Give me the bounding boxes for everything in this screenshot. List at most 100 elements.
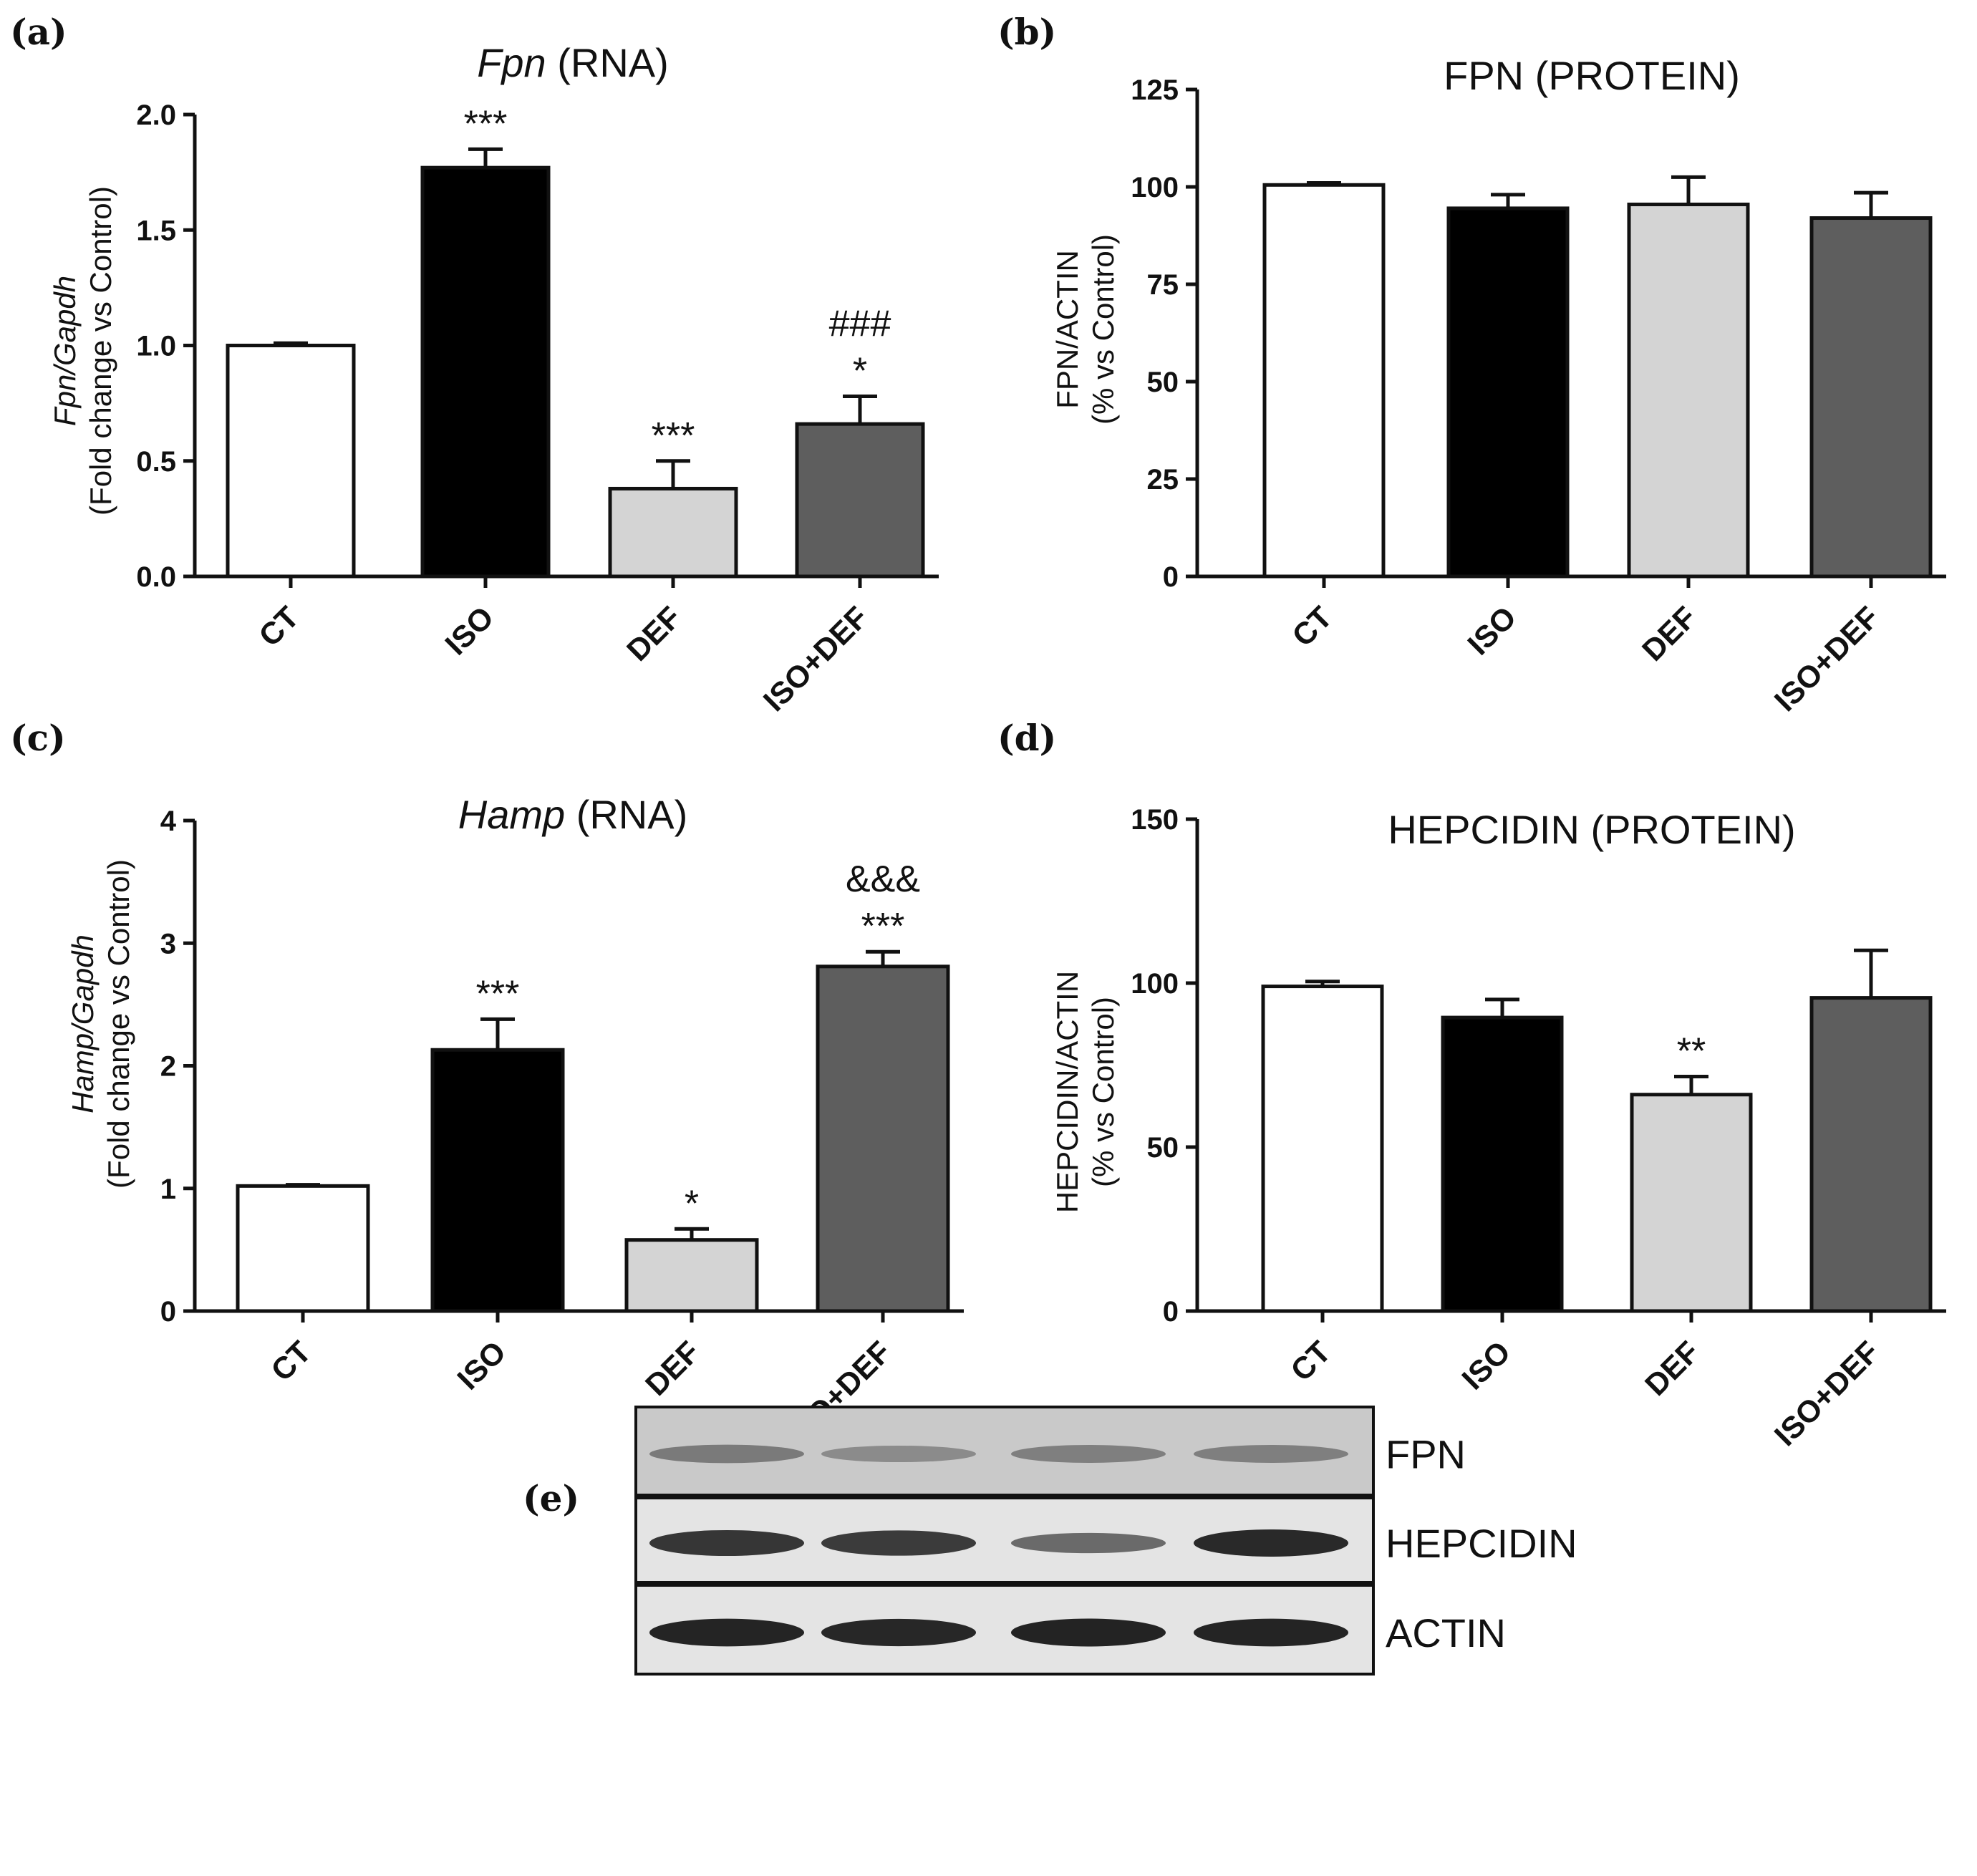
panel-a-letter: (a) bbox=[10, 11, 67, 53]
y-tick-label: 100 bbox=[1131, 172, 1179, 203]
blot-row-label: HEPCIDIN bbox=[1386, 1521, 1577, 1566]
panel-b-letter: (b) bbox=[997, 11, 1056, 53]
category-label: DEF bbox=[620, 600, 688, 668]
panel-d-ylabel-line2: (% vs Control) bbox=[1086, 997, 1120, 1187]
y-tick-label: 0.0 bbox=[136, 561, 176, 593]
category-label: ISO+DEF bbox=[1768, 600, 1886, 718]
category-label: DEF bbox=[1638, 1335, 1706, 1403]
y-tick-label: 0 bbox=[160, 1296, 176, 1328]
blot-band bbox=[649, 1529, 804, 1557]
panel-b-title: FPN (PROTEIN) bbox=[1444, 53, 1740, 98]
y-tick-label: 50 bbox=[1147, 367, 1179, 398]
y-tick-label: 100 bbox=[1131, 968, 1179, 1000]
bar-ct bbox=[226, 344, 356, 579]
y-tick-label: 1.0 bbox=[136, 331, 176, 362]
panel-c-ylabel-line1: Hamp/Gapdh bbox=[66, 934, 100, 1113]
significance-label: ** bbox=[1677, 1031, 1706, 1073]
bar-iso-def bbox=[1809, 216, 1933, 579]
significance-label: * bbox=[685, 1183, 699, 1224]
category-label: ISO+DEF bbox=[1768, 1335, 1886, 1453]
category-label: ISO bbox=[1456, 1335, 1517, 1396]
y-tick-label: 3 bbox=[160, 928, 176, 959]
blot-row-label: ACTIN bbox=[1386, 1610, 1506, 1655]
blot-band bbox=[821, 1530, 976, 1556]
panel-d-letter: (d) bbox=[997, 717, 1056, 759]
blot-band bbox=[821, 1618, 976, 1647]
category-label: CT bbox=[1285, 1335, 1338, 1388]
bar-def bbox=[1627, 202, 1750, 579]
bar-ct bbox=[1261, 985, 1384, 1313]
panel-a-title-italic: Fpn bbox=[477, 40, 546, 85]
bar-iso bbox=[1441, 1015, 1564, 1313]
blot-band bbox=[821, 1445, 976, 1463]
bar-ct bbox=[236, 1184, 370, 1313]
panel-d-ylabel-line1: HEPCIDIN/ACTIN bbox=[1050, 971, 1084, 1213]
y-tick-label: 0 bbox=[1163, 1296, 1179, 1328]
category-label: CT bbox=[1286, 600, 1339, 653]
bar-iso-def bbox=[816, 964, 950, 1313]
bar-iso bbox=[420, 165, 551, 579]
panel-a-ylabel-line1: Fpn/Gapdh bbox=[48, 276, 82, 426]
y-tick-label: 75 bbox=[1147, 269, 1179, 301]
y-tick-label: 150 bbox=[1131, 804, 1179, 836]
significance-label: *** bbox=[861, 906, 905, 947]
y-tick-label: 1.5 bbox=[136, 215, 176, 246]
category-label: ISO+DEF bbox=[757, 600, 875, 718]
blot-band bbox=[1194, 1445, 1348, 1463]
panel-b-chart: (b) FPN (PROTEIN) FPN/ACTIN (% vs Contro… bbox=[997, 11, 1946, 718]
y-tick-label: 1 bbox=[160, 1174, 176, 1205]
panel-a-ylabel-line2: (Fold change vs Control) bbox=[84, 186, 117, 516]
y-tick-label: 2.0 bbox=[136, 100, 176, 131]
category-label: CT bbox=[253, 600, 306, 653]
panel-c-ylabel-italic: Hamp/Gapdh bbox=[66, 934, 100, 1113]
blot-band bbox=[1194, 1529, 1348, 1557]
category-label: ISO bbox=[451, 1335, 513, 1396]
significance-label: *** bbox=[476, 973, 520, 1015]
significance-label: &&& bbox=[846, 859, 920, 900]
panel-c-title-italic: Hamp bbox=[458, 792, 565, 837]
bar-def bbox=[608, 486, 738, 579]
category-label: DEF bbox=[639, 1335, 707, 1403]
panel-c-letter: (c) bbox=[10, 717, 66, 759]
panel-c-chart: (c) Hamp (RNA) Hamp/Gapdh (Fold change v… bbox=[10, 717, 964, 1453]
category-label: DEF bbox=[1635, 600, 1703, 668]
y-tick-label: 4 bbox=[160, 806, 177, 837]
blot-band bbox=[649, 1618, 804, 1647]
category-label: ISO bbox=[439, 600, 501, 662]
blot-row-label: FPN bbox=[1386, 1432, 1466, 1477]
y-tick-label: 125 bbox=[1131, 74, 1179, 106]
y-tick-label: 25 bbox=[1147, 464, 1179, 495]
blot-band bbox=[1011, 1445, 1166, 1463]
category-label: ISO bbox=[1461, 600, 1523, 662]
bar-iso bbox=[430, 1048, 565, 1313]
y-tick-label: 50 bbox=[1147, 1132, 1179, 1164]
bar-iso-def bbox=[1809, 996, 1933, 1313]
panel-e-letter: (e) bbox=[523, 1477, 579, 1519]
bar-iso-def bbox=[795, 422, 925, 579]
panel-c-ylabel-line2: (Fold change vs Control) bbox=[102, 859, 135, 1189]
blot-band bbox=[649, 1444, 804, 1464]
significance-label: *** bbox=[652, 415, 695, 457]
panel-a-chart: (a) Fpn (RNA) Fpn/Gapdh (Fold change vs … bbox=[10, 11, 939, 718]
panel-c-title-rest: (RNA) bbox=[565, 792, 687, 837]
significance-label: *** bbox=[464, 103, 508, 145]
panel-d-chart: (d) HEPCIDIN (PROTEIN) HEPCIDIN/ACTIN (%… bbox=[997, 717, 1946, 1453]
significance-label: ### bbox=[829, 303, 891, 344]
panel-a-title: Fpn (RNA) bbox=[477, 40, 669, 85]
blot-band bbox=[1011, 1532, 1166, 1554]
blot-band bbox=[1194, 1618, 1348, 1647]
bar-def bbox=[1630, 1093, 1753, 1313]
panel-c-title: Hamp (RNA) bbox=[458, 792, 687, 837]
panel-d-title: HEPCIDIN (PROTEIN) bbox=[1388, 807, 1795, 852]
blot-band bbox=[1011, 1618, 1166, 1647]
bar-ct bbox=[1262, 183, 1386, 579]
y-tick-label: 0 bbox=[1163, 561, 1179, 593]
category-label: CT bbox=[265, 1335, 318, 1388]
panel-a-ylabel-italic: Fpn/Gapdh bbox=[48, 276, 82, 426]
bar-iso bbox=[1446, 206, 1570, 579]
y-tick-label: 0.5 bbox=[136, 446, 176, 478]
panel-a-title-rest: (RNA) bbox=[546, 40, 669, 85]
panel-b-ylabel-line1: FPN/ACTIN bbox=[1050, 250, 1084, 409]
